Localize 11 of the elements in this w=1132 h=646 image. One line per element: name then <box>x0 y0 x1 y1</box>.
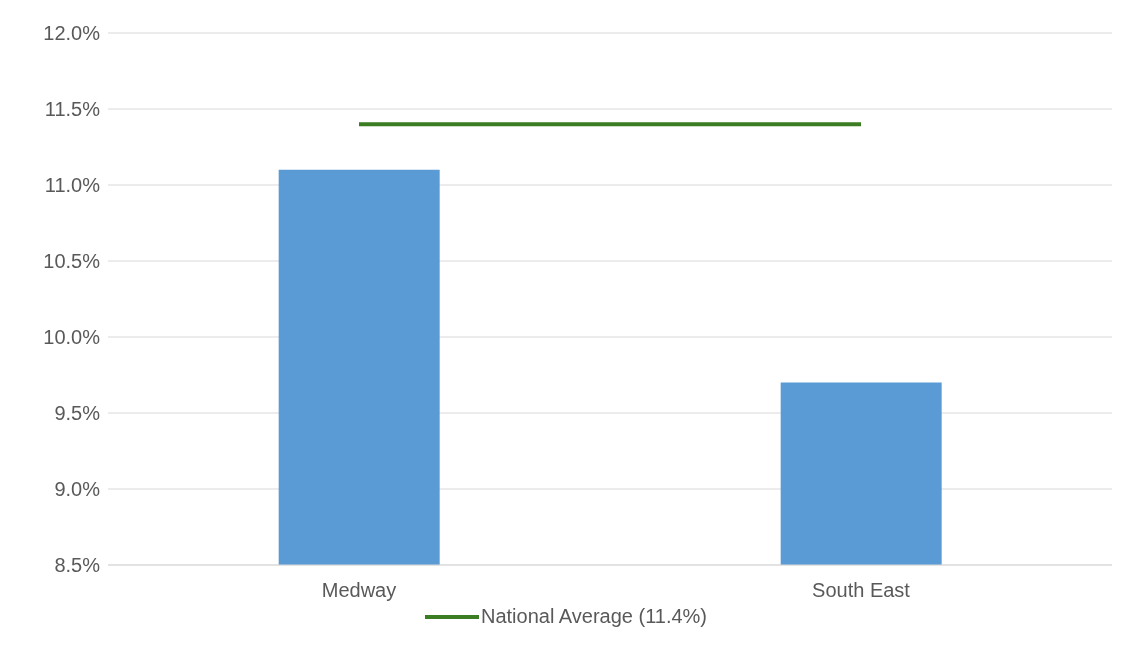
legend-label: National Average (11.4%) <box>480 605 708 628</box>
y-tick-label: 11.5% <box>44 98 101 121</box>
x-tick-label: Medway <box>321 579 397 602</box>
y-tick-label: 8.5% <box>54 554 101 577</box>
x-tick-label: South East <box>812 579 911 602</box>
y-tick-label: 11.0% <box>44 174 101 197</box>
y-tick-label: 10.5% <box>43 250 101 273</box>
y-tick-label: 12.0% <box>43 22 101 45</box>
y-tick-label: 10.0% <box>43 326 101 349</box>
y-tick-label: 9.0% <box>54 478 101 501</box>
y-tick-label: 9.5% <box>54 402 101 425</box>
